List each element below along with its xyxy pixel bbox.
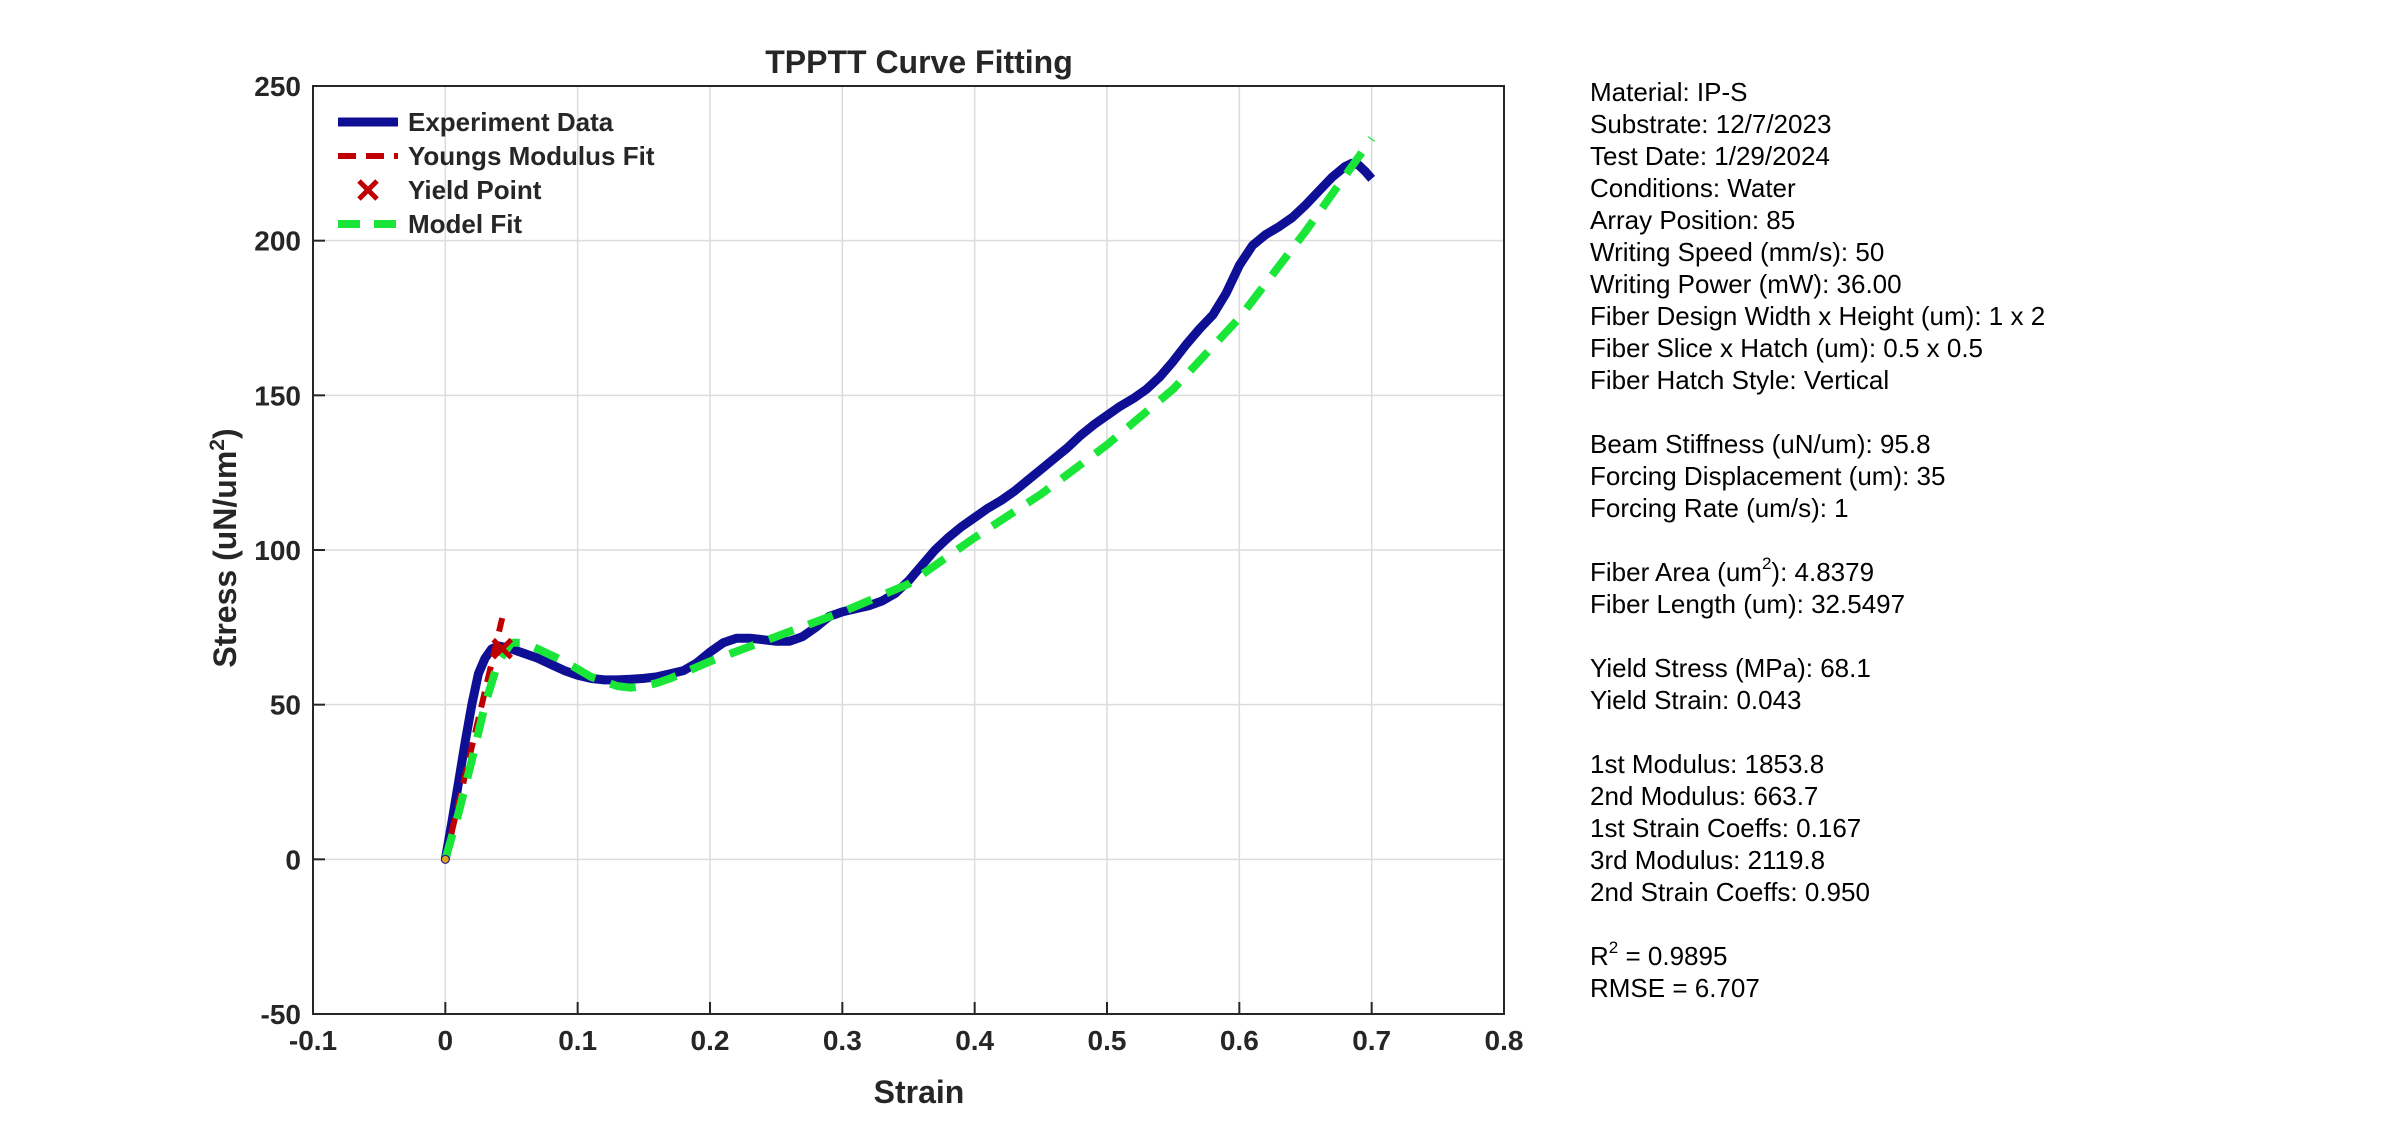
info-panel: Material: IP-S Substrate: 12/7/2023 Test… [1590, 76, 2350, 1004]
r-squared-value: = 0.9895 [1618, 941, 1728, 971]
info-line: Test Date: 1/29/2024 [1590, 141, 1830, 171]
info-line: Yield Stress (MPa): 68.1 [1590, 653, 1871, 683]
y-tick-label: 150 [254, 380, 301, 411]
y-axis-label-tail: ) [207, 428, 243, 439]
info-line: 1st Strain Coeffs: 0.167 [1590, 813, 1862, 843]
legend-entry: Model Fit [338, 209, 522, 239]
info-line: 2nd Strain Coeffs: 0.950 [1590, 877, 1870, 907]
info-line: 3rd Modulus: 2119.8 [1590, 845, 1826, 875]
r-squared-line: R2 = 0.9895 [1590, 938, 2350, 972]
legend: Experiment Data Youngs Modulus Fit Yield P… [338, 107, 655, 239]
info-line: Array Position: 85 [1590, 205, 1796, 235]
axis-ticks: -0.1 0 0.1 0.2 0.3 0.4 0.5 0.6 0.7 0.8 -50 0 50 100 15… [254, 71, 1523, 1056]
info-line: Forcing Rate (um/s): 1 [1590, 493, 1849, 523]
info-spacer [1590, 620, 2350, 652]
y-tick-label: 0 [285, 844, 301, 875]
info-line: Yield Strain: 0.043 [1590, 685, 1802, 715]
x-tick-label: -0.1 [289, 1025, 337, 1056]
x-tick-label: 0.3 [823, 1025, 862, 1056]
info-line: Beam Stiffness (uN/um): 95.8 [1590, 429, 1931, 459]
legend-entry: Youngs Modulus Fit [338, 141, 655, 171]
info-line: Forcing Displacement (um): 35 [1590, 461, 1946, 491]
y-axis-label: Stress (uN/um2) [206, 428, 243, 667]
r-squared-label: R [1590, 941, 1609, 971]
legend-label: Yield Point [408, 175, 542, 205]
r-squared-superscript: 2 [1608, 938, 1619, 958]
x-axis-label: Strain [874, 1074, 965, 1110]
model-fit-line [441, 136, 1375, 861]
info-line: Fiber Hatch Style: Vertical [1590, 365, 1890, 395]
legend-label: Model Fit [408, 209, 522, 239]
experiment-data-line [440, 158, 1376, 861]
y-tick-label: 200 [254, 226, 301, 257]
y-tick-label: 50 [270, 690, 301, 721]
info-line: Fiber Slice x Hatch (um): 0.5 x 0.5 [1590, 333, 1984, 363]
x-tick-label: 0.5 [1088, 1025, 1127, 1056]
info-line: Conditions: Water [1590, 173, 1796, 203]
x-tick-label: 0.6 [1220, 1025, 1259, 1056]
x-tick-label: 0.7 [1352, 1025, 1391, 1056]
fiber-area-value: ): 4.8379 [1771, 557, 1875, 587]
info-line: Material: IP-S [1590, 77, 1748, 107]
info-spacer [1590, 524, 2350, 556]
info-line: Substrate: 12/7/2023 [1590, 109, 1832, 139]
plot-series [440, 136, 1376, 864]
info-spacer [1590, 716, 2350, 748]
info-line: Writing Speed (mm/s): 50 [1590, 237, 1885, 267]
yield-point-marker [491, 637, 514, 660]
info-line: RMSE = 6.707 [1590, 973, 1760, 1003]
origin-point [440, 854, 450, 864]
legend-label: Youngs Modulus Fit [408, 141, 655, 171]
x-tick-label: 0.1 [558, 1025, 597, 1056]
fiber-area-superscript: 2 [1761, 554, 1772, 574]
y-tick-label: -50 [261, 999, 301, 1030]
legend-entry: Yield Point [357, 175, 542, 205]
info-line: 2nd Modulus: 663.7 [1590, 781, 1819, 811]
info-line: Fiber Length (um): 32.5497 [1590, 589, 1906, 619]
legend-entry: Experiment Data [338, 107, 614, 137]
info-line: Fiber Design Width x Height (um): 1 x 2 [1590, 301, 2046, 331]
y-axis-label-superscript: 2 [206, 439, 229, 451]
legend-label: Experiment Data [408, 107, 614, 137]
info-line: Writing Power (mW): 36.00 [1590, 269, 1902, 299]
info-spacer [1590, 396, 2350, 428]
x-tick-label: 0.2 [691, 1025, 730, 1056]
youngs-modulus-fit-line [442, 617, 506, 860]
info-spacer [1590, 908, 2350, 940]
fiber-area-label: Fiber Area (um [1590, 557, 1762, 587]
y-tick-label: 250 [254, 71, 301, 102]
x-tick-label: 0.8 [1485, 1025, 1524, 1056]
x-tick-label: 0.4 [955, 1025, 994, 1056]
y-tick-label: 100 [254, 535, 301, 566]
chart-title: TPPTT Curve Fitting [765, 44, 1073, 80]
fiber-area-line: Fiber Area (um2): 4.8379 [1590, 554, 2350, 588]
y-axis-label-main: Stress (uN/um [207, 451, 243, 668]
x-tick-label: 0 [438, 1025, 454, 1056]
info-line: 1st Modulus: 1853.8 [1590, 749, 1825, 779]
